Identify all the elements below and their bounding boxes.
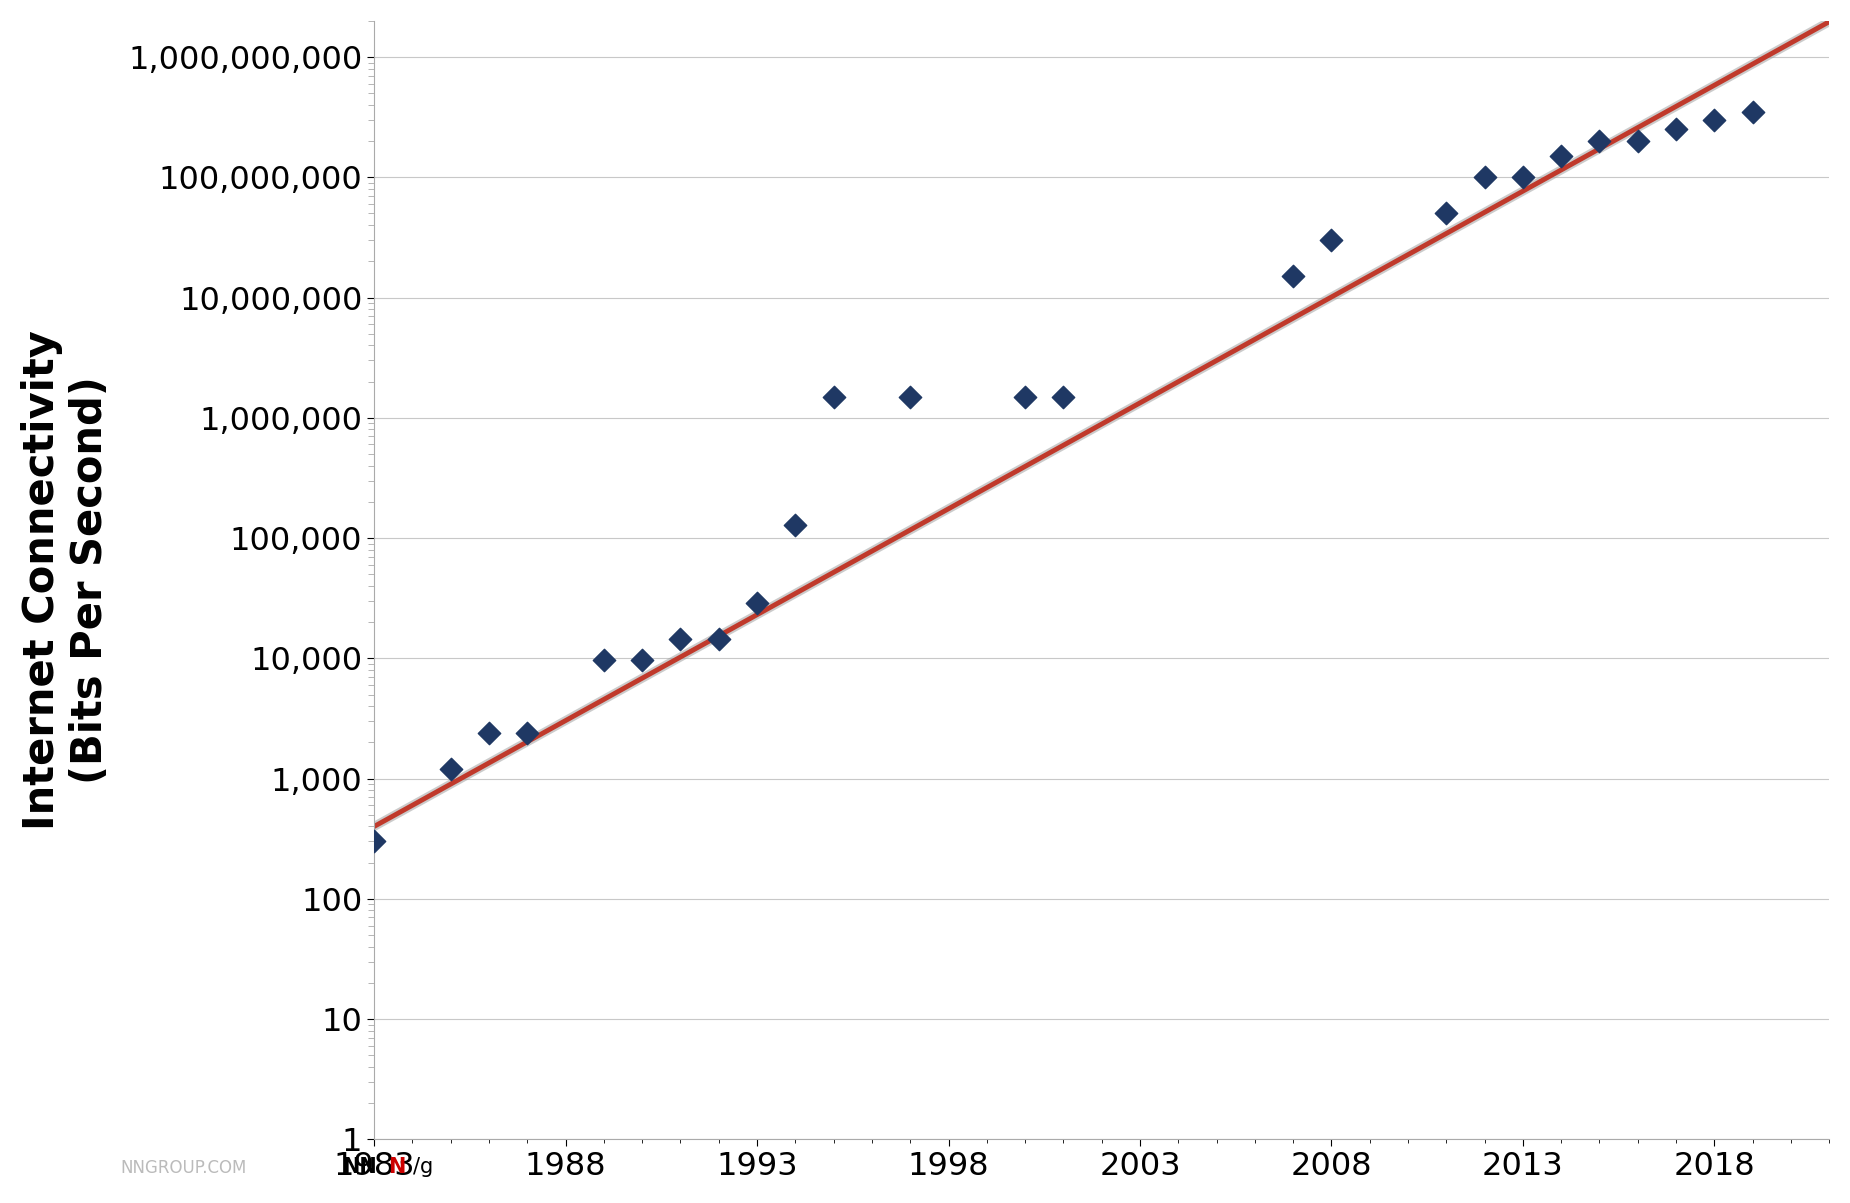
Point bbox=[1049, 387, 1079, 407]
Point bbox=[1585, 131, 1615, 150]
Y-axis label: Internet Connectivity
(Bits Per Second): Internet Connectivity (Bits Per Second) bbox=[20, 330, 111, 830]
Point bbox=[512, 723, 542, 742]
Point bbox=[742, 593, 771, 612]
Point bbox=[1278, 267, 1308, 286]
Point bbox=[1661, 120, 1691, 140]
Point bbox=[588, 651, 618, 670]
Point bbox=[666, 629, 696, 648]
Point bbox=[437, 759, 466, 778]
Point bbox=[895, 387, 925, 407]
Point bbox=[1010, 387, 1040, 407]
Point bbox=[1737, 102, 1767, 122]
Text: NN: NN bbox=[342, 1156, 377, 1177]
Point bbox=[627, 651, 657, 670]
Text: NNGROUP.COM: NNGROUP.COM bbox=[120, 1158, 246, 1177]
Point bbox=[1700, 111, 1730, 130]
Point bbox=[359, 831, 388, 851]
Point bbox=[1622, 131, 1652, 150]
Point bbox=[1317, 231, 1347, 250]
Point bbox=[1508, 167, 1537, 186]
Point bbox=[781, 516, 810, 535]
Point bbox=[1469, 167, 1499, 186]
Point bbox=[705, 629, 734, 648]
Point bbox=[474, 723, 503, 742]
Point bbox=[1547, 147, 1576, 166]
Text: /g: /g bbox=[413, 1156, 433, 1177]
Point bbox=[820, 387, 849, 407]
Point bbox=[1432, 203, 1462, 223]
Text: N: N bbox=[388, 1156, 405, 1177]
